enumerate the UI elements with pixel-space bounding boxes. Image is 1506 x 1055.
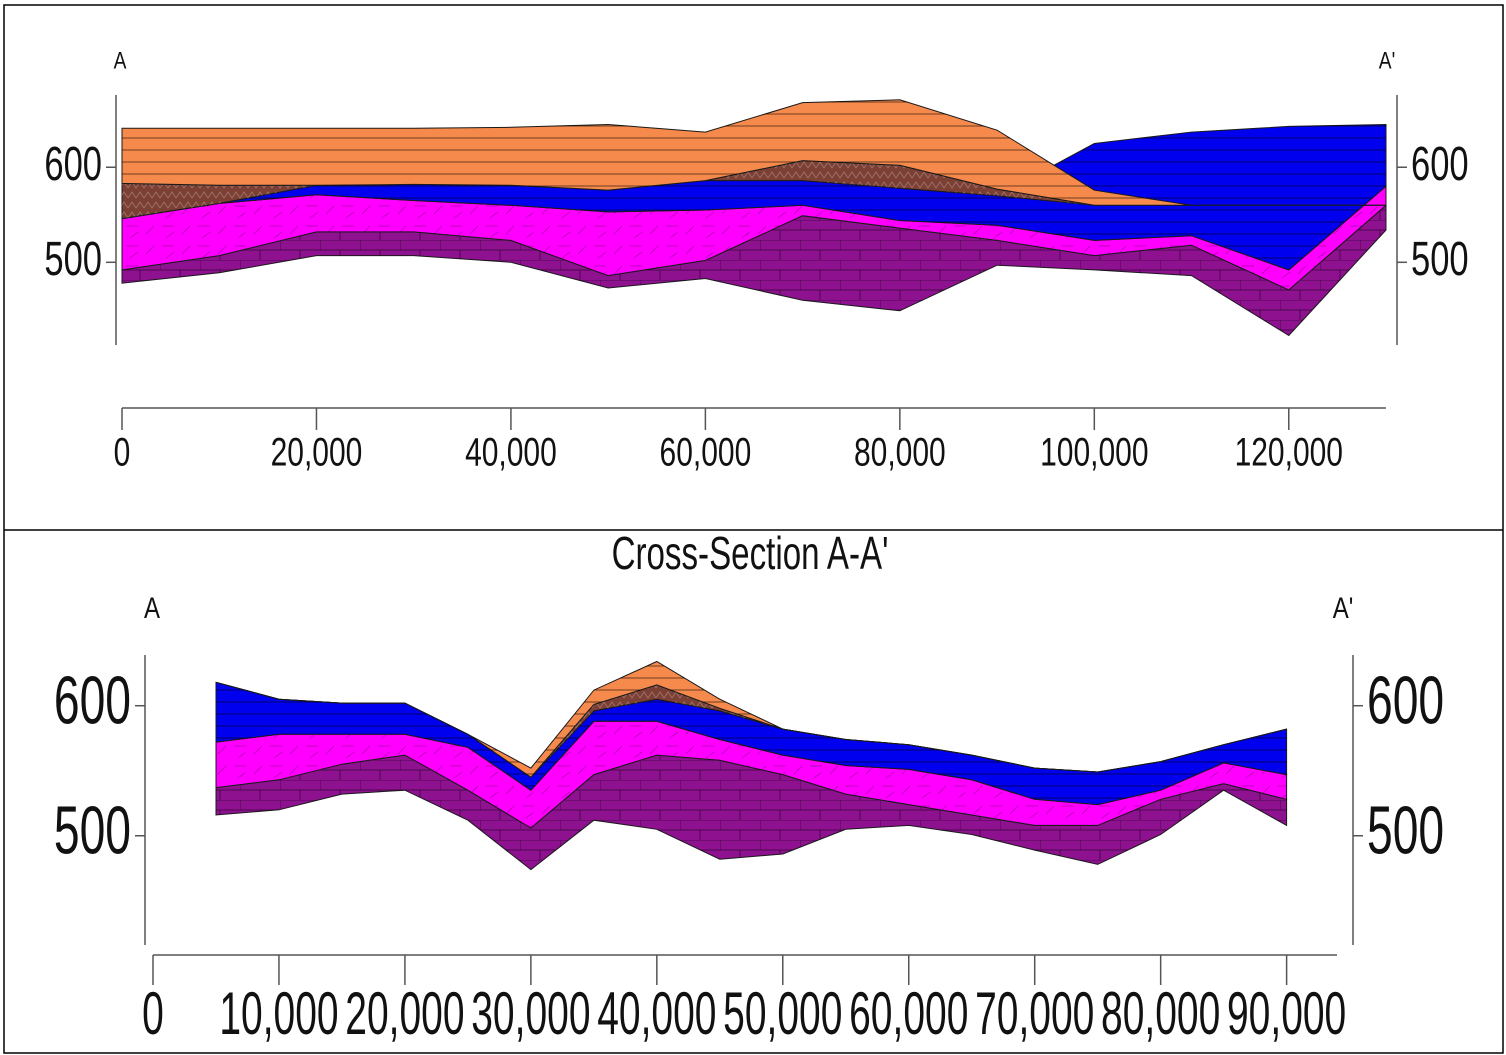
- y-tick-label-right: 500: [1367, 793, 1444, 869]
- y-tick-label: 600: [54, 663, 131, 739]
- x-tick-label: 50,000: [723, 979, 842, 1047]
- x-tick-label: 60,000: [849, 979, 968, 1047]
- section-end-label: A: [114, 46, 127, 74]
- layer-hatch: [216, 721, 1287, 828]
- x-tick-label: 10,000: [219, 979, 338, 1047]
- y-tick-label: 600: [44, 136, 102, 190]
- x-tick-label: 80,000: [1101, 979, 1220, 1047]
- x-tick-label: 40,000: [465, 430, 557, 474]
- y-tick-label-right: 600: [1367, 663, 1444, 739]
- x-tick-label: 0: [142, 979, 164, 1047]
- x-tick-label: 30,000: [471, 979, 590, 1047]
- x-tick-label: 70,000: [975, 979, 1094, 1047]
- layer-hatch: [122, 160, 1386, 219]
- x-tick-label: 0: [114, 430, 131, 474]
- x-tick-label: 80,000: [854, 430, 946, 474]
- x-tick-label: 20,000: [271, 430, 363, 474]
- layer-hatch: [216, 682, 1287, 805]
- x-tick-label: 120,000: [1235, 430, 1343, 474]
- layer-hatch: [216, 755, 1287, 870]
- section-end-label: A': [1333, 590, 1354, 624]
- frame: [3, 4, 1504, 1054]
- section-end-label: A: [144, 590, 161, 624]
- x-tick-label: 100,000: [1040, 430, 1148, 474]
- section-end-label: A': [1379, 46, 1395, 74]
- layer-hatch: [122, 99, 1386, 206]
- y-tick-label-right: 500: [1411, 231, 1469, 285]
- x-tick-label: 90,000: [1227, 979, 1346, 1047]
- layer-hatch: [122, 205, 1386, 336]
- x-tick-label: 20,000: [345, 979, 464, 1047]
- y-tick-label: 500: [54, 793, 131, 869]
- layer-hatch: [122, 124, 1386, 270]
- y-tick-label-right: 600: [1411, 136, 1469, 190]
- chart-title: Cross-Section A-A': [612, 529, 889, 579]
- layer-hatch: [122, 186, 1386, 290]
- x-tick-label: 60,000: [660, 430, 752, 474]
- y-tick-label: 500: [44, 231, 102, 285]
- x-tick-label: 40,000: [597, 979, 716, 1047]
